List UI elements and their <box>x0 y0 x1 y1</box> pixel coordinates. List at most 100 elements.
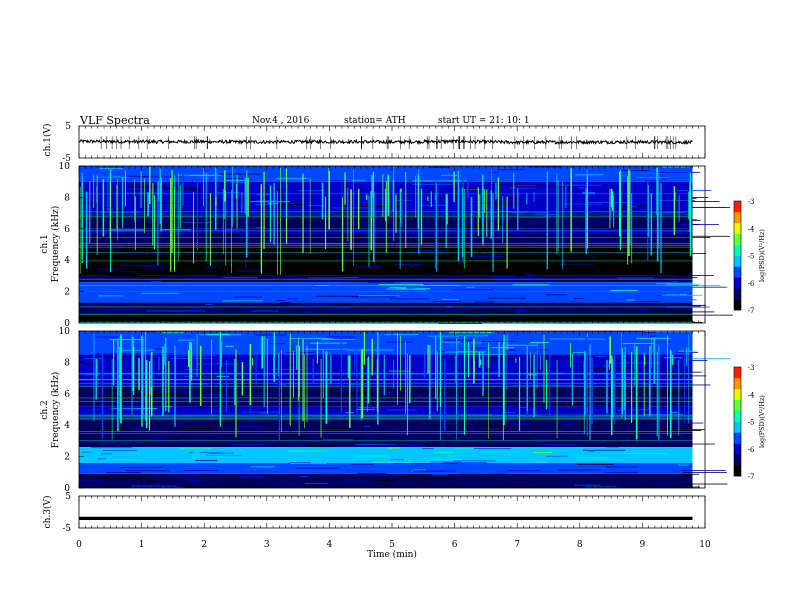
ch1-spectrogram-speckle <box>414 250 446 252</box>
ch1-spectrogram-speckle <box>105 207 114 209</box>
ch1-spectrogram-speckle <box>529 265 540 267</box>
ch1-spectrogram-speckle <box>412 183 452 185</box>
ch1-spectrogram-speckle <box>246 227 266 228</box>
ch2-spectrogram-speckle <box>494 395 540 397</box>
ch1-spectrogram-speckle <box>442 298 459 300</box>
ch2-spectrogram-speckle <box>190 382 219 384</box>
ch1-spectrogram-colorbar-step <box>734 288 741 292</box>
ch1-spectrogram-speckle <box>328 180 352 182</box>
ch1-spectrogram-colorbar-step <box>734 206 741 210</box>
ch2-spectrogram-speckle <box>305 364 313 366</box>
time-tick-label: 8 <box>577 540 583 550</box>
ch1-spectrogram-speckle <box>100 183 115 185</box>
ch1-spectrogram-speckle <box>176 272 185 274</box>
ch1-spectrogram-speckle <box>497 169 523 171</box>
ch1-spectrogram-speckle <box>498 315 508 317</box>
ch2-spectrogram-speckle <box>518 406 527 408</box>
ch2-spectrogram-speckle <box>655 392 688 394</box>
ch2-spectrogram-speckle <box>251 470 273 471</box>
ch1-spectrogram-speckle <box>669 171 691 173</box>
ch1-spectrogram-speckle <box>637 177 671 178</box>
ch2-spectrogram-colorbar-step <box>734 418 741 422</box>
ch2-spectrogram-speckle <box>452 347 498 349</box>
ch1-spectrogram-speckle <box>528 166 562 168</box>
ch2-spectrogram-speckle <box>346 479 364 481</box>
ch1-spectrogram-band <box>79 302 693 314</box>
ch1-spectrogram-speckle <box>683 285 721 286</box>
ch1-spectrogram-speckle <box>574 298 584 300</box>
ch2-spectrogram-speckle <box>389 449 428 451</box>
ch2-spectrogram-speckle <box>680 469 726 471</box>
ch2-spectrogram-speckle <box>218 364 229 366</box>
ch2-spectrogram-speckle <box>352 365 368 367</box>
ch1-spectrogram-speckle <box>80 175 91 177</box>
ch1-spectrogram-speckle <box>226 295 236 297</box>
ch1-spectrogram-speckle <box>497 210 528 212</box>
ch2-spectrogram-colorbar-tick: -5 <box>748 419 755 427</box>
ch2-spectrogram-colorbar-step <box>734 391 741 395</box>
ch2-spectrogram-speckle <box>533 381 569 383</box>
ch1-spectrogram-speckle <box>674 299 697 301</box>
ch2-spectrogram-colorbar-tick: -3 <box>748 364 755 372</box>
ch1-spectrogram-speckle <box>124 246 150 247</box>
ch1-spectrogram-colorbar-step <box>734 247 741 251</box>
ch2-spectrogram-speckle <box>100 442 143 444</box>
ch2-spectrogram-colorbar-step <box>734 451 741 455</box>
ch2-spectrogram-speckle <box>544 443 585 444</box>
ch1-spectrogram-ytick-label: 4 <box>64 256 70 266</box>
ch1-spectrogram-speckle <box>154 201 176 203</box>
ch2-spectrogram-speckle <box>270 457 314 459</box>
ch2-spectrogram-speckle <box>216 405 257 406</box>
ch1-spectrogram-speckle <box>87 258 125 259</box>
ch1-spectrogram-speckle <box>181 307 201 308</box>
ch2-spectrogram-speckle <box>504 349 517 351</box>
ch1-spectrogram-speckle <box>515 185 536 187</box>
ch2-spectrogram-speckle <box>168 333 184 334</box>
ch2-spectrogram-speckle <box>181 448 212 450</box>
ch1-waveform-ytick-label: -5 <box>62 154 71 164</box>
ch2-spectrogram-speckle <box>322 438 354 440</box>
ch1-spectrogram-speckle <box>189 175 214 176</box>
ch2-spectrogram-colorbar-step <box>734 369 741 373</box>
ch1-spectrogram-speckle <box>355 266 380 268</box>
ch2-spectrogram-colorbar-frame <box>733 366 742 477</box>
ch2-spectrogram-speckle <box>286 352 316 354</box>
ch2-spectrogram-speckle <box>202 393 227 395</box>
ch1-spectrogram-speckle <box>607 273 646 275</box>
ch2-spectrogram-speckle <box>480 430 507 432</box>
ch1-spectrogram-speckle <box>454 230 482 231</box>
ch2-spectrogram-speckle <box>221 484 256 486</box>
ch2-spectrogram-speckle <box>471 342 482 344</box>
ch2-spectrogram-speckle <box>209 441 219 443</box>
ch1-spectrogram-speckle <box>395 288 407 289</box>
ch1-spectrogram-ytick-label: 2 <box>64 288 70 298</box>
ch2-spectrogram-ytick-label: 4 <box>64 421 70 431</box>
ch2-spectrogram-speckle <box>169 385 200 387</box>
ch2-spectrogram-speckle <box>439 416 457 418</box>
ch1-spectrogram-speckle <box>256 306 298 308</box>
ch1-spectrogram-speckle <box>441 174 458 176</box>
ch1-spectrogram-speckle <box>682 201 720 202</box>
ch1-spectrogram-speckle <box>580 226 625 228</box>
ch2-spectrogram-speckle <box>594 345 614 347</box>
ch2-spectrogram-speckle <box>244 371 254 373</box>
ch1-spectrogram-speckle <box>145 202 189 204</box>
ch1-spectrogram-speckle <box>539 215 561 217</box>
ch2-spectrogram-speckle <box>520 418 548 419</box>
ch1-spectrogram-speckle <box>582 263 589 265</box>
ch2-spectrogram-speckle <box>504 412 516 414</box>
ch1-spectrogram-ytick-label: 0 <box>64 319 70 329</box>
ch1-spectrogram-speckle <box>282 239 292 241</box>
ch2-spectrogram-speckle <box>546 455 568 457</box>
ch1-spectrogram-speckle <box>98 271 137 273</box>
ch1-spectrogram-speckle <box>334 256 363 257</box>
ch2-spectrogram-speckle <box>416 483 425 485</box>
ch1-spectrogram-speckle <box>565 293 606 295</box>
ch1-spectrogram-speckle <box>160 229 192 231</box>
ch2-spectrogram-speckle <box>643 414 684 415</box>
ch2-spectrogram-speckle <box>552 403 595 404</box>
ch1-spectrogram-colorbar-step <box>734 296 741 300</box>
ch2-spectrogram-speckle <box>191 358 222 360</box>
ch1-spectrogram-speckle <box>505 193 529 195</box>
